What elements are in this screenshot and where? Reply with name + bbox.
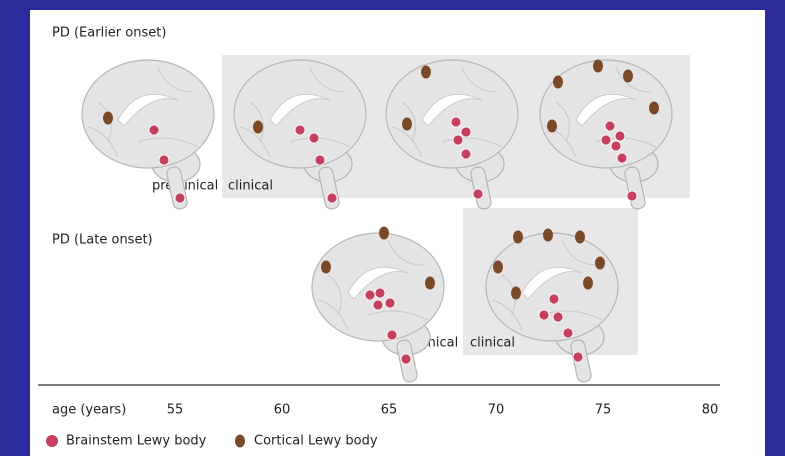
cortical-lewy-body bbox=[649, 102, 659, 115]
brainstem-lewy-body bbox=[327, 193, 337, 203]
cortical-lewy-body bbox=[493, 261, 503, 274]
brainstem-lewy-body bbox=[451, 117, 461, 127]
cortical-lewy-body bbox=[402, 118, 412, 131]
brainstem-lewy-body bbox=[375, 288, 385, 298]
legend-icon bbox=[235, 435, 245, 448]
brainstem-lewy-body bbox=[573, 352, 583, 362]
cortical-lewy-body bbox=[595, 257, 605, 270]
row-title: PD (Earlier onset) bbox=[52, 26, 166, 41]
legend-label: Cortical Lewy body bbox=[254, 434, 378, 449]
stage-label: clinical bbox=[228, 179, 273, 194]
axis-tick-label: 65 bbox=[381, 403, 398, 418]
brainstem-lewy-body bbox=[295, 125, 305, 135]
brainstem-lewy-body bbox=[605, 121, 615, 131]
figure: PD (Earlier onset) preclinical clinical … bbox=[0, 0, 785, 456]
brainstem-lewy-body bbox=[549, 294, 559, 304]
brainstem-lewy-body bbox=[553, 312, 563, 322]
brainstem-lewy-body bbox=[617, 153, 627, 163]
cortical-lewy-body bbox=[511, 287, 521, 300]
cortical-lewy-body bbox=[425, 277, 435, 290]
axis-tick-label: 75 bbox=[595, 403, 612, 418]
cortical-lewy-body bbox=[583, 277, 593, 290]
axis-label: age (years) bbox=[52, 403, 126, 418]
row-title: PD (Late onset) bbox=[52, 233, 153, 248]
brainstem-lewy-body bbox=[539, 310, 549, 320]
brainstem-lewy-body bbox=[601, 135, 611, 145]
brainstem-lewy-body bbox=[461, 149, 471, 159]
cortical-lewy-body bbox=[103, 112, 113, 125]
legend-label: Brainstem Lewy body bbox=[66, 434, 207, 449]
axis-tick-label: 60 bbox=[274, 403, 291, 418]
cortical-lewy-body bbox=[547, 120, 557, 133]
cortical-lewy-body bbox=[379, 227, 389, 240]
brainstem-lewy-body bbox=[373, 300, 383, 310]
stage-label: clinical bbox=[470, 336, 515, 351]
brainstem-lewy-body bbox=[615, 131, 625, 141]
cortical-lewy-body bbox=[575, 231, 585, 244]
brainstem-lewy-body bbox=[563, 328, 573, 338]
brainstem-lewy-body bbox=[461, 127, 471, 137]
axis-tick-label: 80 bbox=[702, 403, 719, 418]
brainstem-lewy-body bbox=[611, 141, 621, 151]
brainstem-lewy-body bbox=[159, 155, 169, 165]
brainstem-lewy-body bbox=[365, 290, 375, 300]
cortical-lewy-body bbox=[321, 261, 331, 274]
brainstem-lewy-body bbox=[453, 135, 463, 145]
cortical-lewy-body bbox=[623, 70, 633, 83]
cortical-lewy-body bbox=[593, 60, 603, 73]
cortical-lewy-body bbox=[553, 76, 563, 89]
cortical-lewy-body bbox=[513, 231, 523, 244]
brainstem-lewy-body bbox=[309, 133, 319, 143]
brainstem-lewy-body bbox=[149, 125, 159, 135]
brainstem-lewy-body bbox=[315, 155, 325, 165]
cortical-lewy-body bbox=[253, 121, 263, 134]
axis-tick-label: 55 bbox=[167, 403, 184, 418]
brainstem-lewy-body bbox=[175, 193, 185, 203]
brainstem-lewy-body bbox=[387, 330, 397, 340]
axis-tick-label: 70 bbox=[488, 403, 505, 418]
brainstem-lewy-body bbox=[473, 189, 483, 199]
brainstem-lewy-body bbox=[385, 298, 395, 308]
cortical-lewy-body bbox=[421, 66, 431, 79]
legend-icon bbox=[46, 435, 58, 447]
brainstem-lewy-body bbox=[627, 191, 637, 201]
cortical-lewy-body bbox=[543, 229, 553, 242]
brainstem-lewy-body bbox=[401, 354, 411, 364]
